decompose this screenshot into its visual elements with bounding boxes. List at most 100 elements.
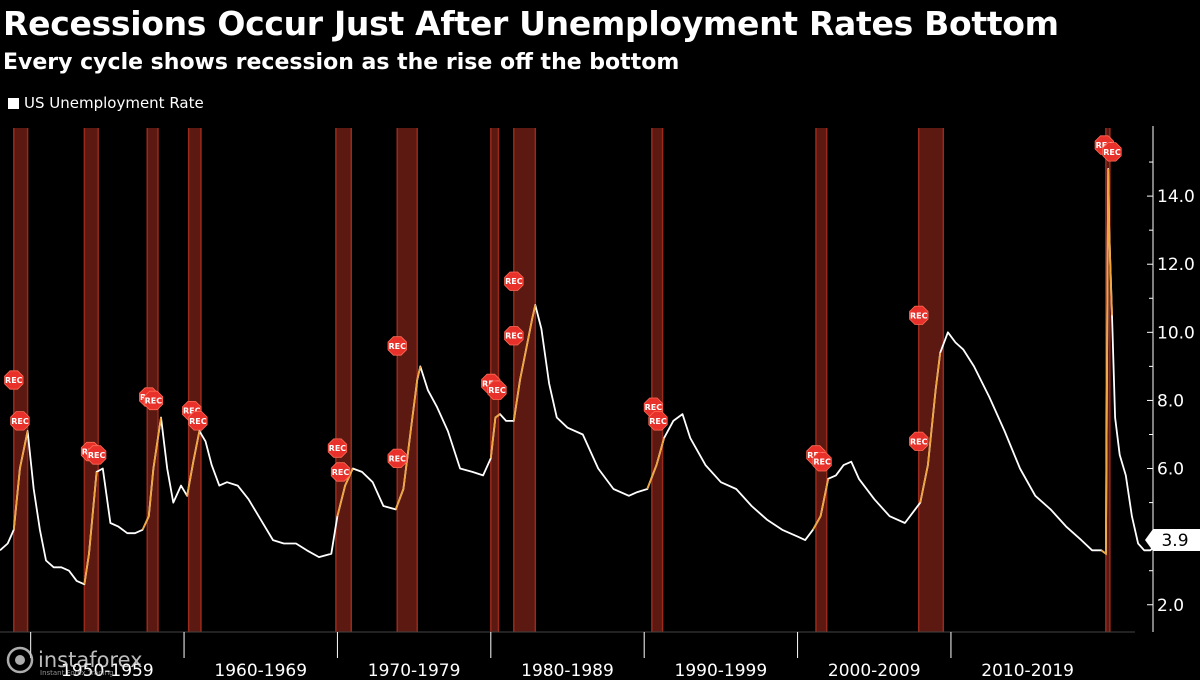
chart-legend: US Unemployment Rate [8, 94, 204, 112]
rec-marker-label: REC [329, 444, 347, 453]
recession-band [335, 128, 352, 632]
rec-marker-shape [327, 438, 348, 458]
rec-marker-shape [504, 326, 524, 346]
recession-line-segment [83, 471, 98, 585]
rec-marker-label: REC [645, 403, 663, 412]
instaforex-logo-icon [6, 646, 34, 674]
rec-marker: REC [487, 380, 507, 400]
rec-marker: REC [909, 305, 929, 325]
rec-marker-shape [143, 390, 164, 411]
recession-line-segment [512, 304, 537, 422]
recession-line-segment [336, 468, 354, 517]
rec-marker: REC [4, 370, 24, 390]
rec-marker-shape [87, 445, 107, 465]
legend-swatch [8, 97, 19, 109]
recession-band [147, 128, 158, 632]
watermark: instaforex Instant Forex Trading [6, 646, 143, 677]
recession-line-segment [12, 430, 29, 530]
recession-band [397, 128, 418, 632]
rec-marker: REC [1102, 142, 1122, 162]
rec-marker: REC [812, 452, 832, 472]
rec-marker: REC [387, 336, 407, 356]
rec-marker: REC [504, 271, 524, 291]
rec-marker-label: REC [910, 437, 928, 446]
recession-band [815, 128, 827, 632]
rec-marker-label: REC [145, 396, 163, 405]
rec-marker-label: REC [189, 417, 207, 426]
x-tick-label: 1950-1959 [61, 661, 154, 680]
x-tick-label: 2010-2019 [981, 661, 1074, 680]
last-value-box [1145, 529, 1200, 552]
rec-marker-shape [1102, 142, 1122, 162]
rec-marker-shape [909, 431, 929, 451]
rec-marker: REC [909, 431, 929, 451]
rec-marker-label: REC [649, 417, 667, 426]
rec-marker: REC [648, 411, 668, 431]
rec-marker-label: REC [5, 376, 23, 385]
watermark-tagline: Instant Forex Trading [40, 669, 114, 677]
rec-marker: REC [330, 462, 351, 482]
y-tick-label: 14.0 [1157, 187, 1195, 207]
recession-line-segment [489, 413, 501, 459]
recession-band [651, 128, 663, 632]
rec-marker-label: REC [389, 454, 407, 463]
y-tick-label: 12.0 [1157, 255, 1195, 275]
last-value-label: 3.9 [1161, 531, 1188, 551]
rec-marker: REC [87, 445, 107, 465]
rec-marker: REC [188, 411, 208, 431]
rec-marker-shape [330, 462, 351, 482]
rec-marker-label: REC [813, 458, 831, 467]
rec-marker: REC [143, 390, 164, 411]
rec-marker-label: REC [1096, 141, 1114, 150]
rec-marker-label: REC [389, 342, 407, 351]
y-tick-label: 6.0 [1157, 460, 1184, 480]
rec-marker-label: REC [488, 386, 506, 395]
legend-label: US Unemployment Rate [24, 94, 204, 112]
y-tick-label: 10.0 [1157, 323, 1195, 343]
recession-band [918, 128, 944, 632]
rec-marker-label: REC [505, 332, 523, 341]
x-tick-label: 1980-1989 [521, 661, 614, 680]
recession-band [513, 128, 536, 632]
rec-marker: REC [504, 326, 524, 346]
rec-marker-label: REC [332, 468, 350, 477]
recession-line-segment [1100, 168, 1113, 556]
rec-marker: REC [10, 411, 30, 431]
rec-marker-label: REC [910, 311, 928, 320]
x-tick-label: 2000-2009 [828, 661, 921, 680]
rec-marker-shape [387, 336, 407, 356]
rec-marker-shape [648, 411, 668, 431]
recession-line-segment [919, 352, 942, 503]
recession-line-segment [141, 417, 162, 531]
rec-marker-shape [188, 411, 208, 431]
rec-marker-label: REC [183, 407, 201, 416]
page-title: Recessions Occur Just After Unemployment… [3, 4, 1059, 43]
rec-marker: REC [327, 438, 348, 458]
watermark-brand: instaforex [38, 648, 143, 672]
rec-marker-shape [487, 380, 507, 400]
unemployment-line [0, 167, 1168, 586]
recession-line-segment [186, 430, 201, 496]
rec-marker-label: REC [1103, 148, 1121, 157]
recession-line-segment [394, 366, 422, 510]
page-subtitle: Every cycle shows recession as the rise … [3, 50, 680, 75]
rec-marker-label: REC [505, 277, 523, 286]
rec-marker: REC [387, 448, 407, 469]
rec-marker-label: REC [11, 417, 29, 426]
y-tick-label: 8.0 [1157, 391, 1184, 411]
recession-band [188, 128, 201, 632]
recession-band [1105, 128, 1110, 632]
y-tick-label: 2.0 [1157, 596, 1184, 616]
rec-marker-label: REC [88, 451, 106, 460]
rec-marker-shape [10, 411, 30, 431]
rec-marker-shape [504, 271, 524, 291]
rec-marker-shape [909, 305, 929, 325]
rec-marker-shape [387, 448, 407, 469]
x-tick-label: 1960-1969 [214, 661, 307, 680]
rec-marker-shape [4, 370, 24, 390]
recession-line-segment [646, 437, 665, 490]
recession-line-segment [812, 478, 830, 531]
x-tick-label: 1970-1979 [368, 661, 461, 680]
rec-marker-shape [812, 452, 832, 472]
